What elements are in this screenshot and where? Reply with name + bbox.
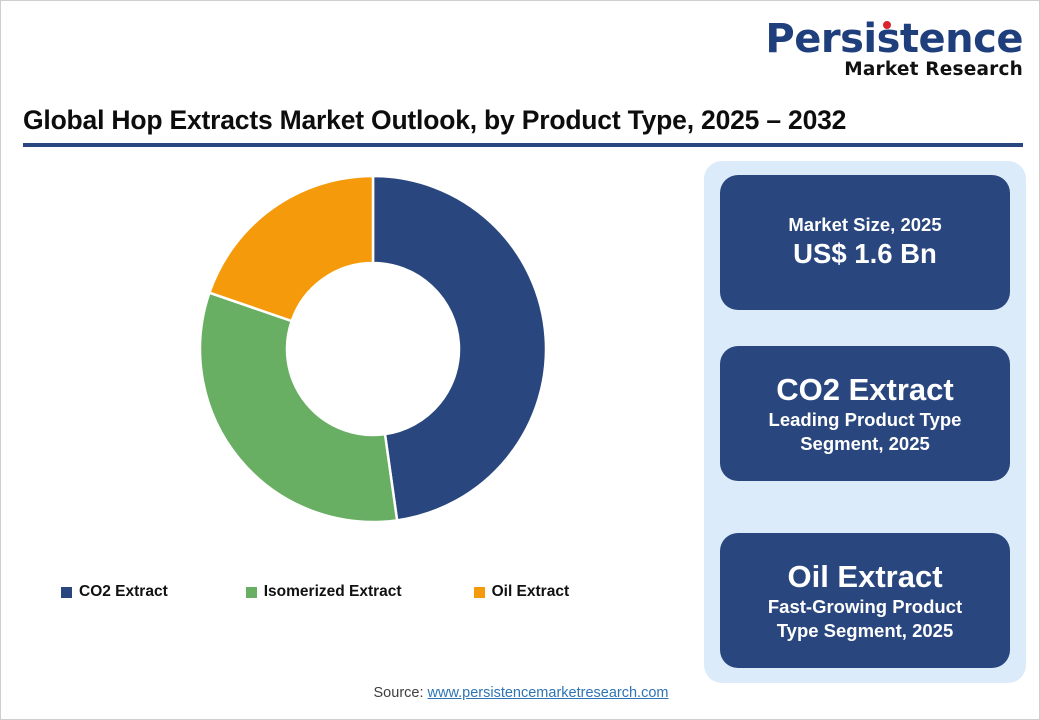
legend-label: CO2 Extract [79,583,168,600]
legend-item-co2-extract: CO2 Extract [61,583,168,601]
kpi-card-label-line2: Type Segment, 2025 [776,620,954,642]
chart-legend: CO2 Extract Isomerized Extract Oil Extra… [61,583,681,601]
title-divider [23,143,1023,147]
donut-chart-svg [198,174,548,524]
logo-brand-label: Persistence [765,16,1023,62]
kpi-panel: Market Size, 2025 US$ 1.6 Bn CO2 Extract… [704,161,1026,683]
company-logo: Persistence Market Research [743,19,1023,80]
donut-slice-isomerized-extract [198,291,399,524]
kpi-card-label-line1: Fast-Growing Product [767,596,963,618]
kpi-card-label-line2: Segment, 2025 [800,433,930,455]
kpi-card-leading-segment: CO2 Extract Leading Product Type Segment… [720,346,1010,481]
logo-dot-icon [883,21,892,29]
donut-slice-oil-extract [207,174,375,323]
source-link[interactable]: www.persistencemarketresearch.com [427,685,669,701]
logo-brand-text: Persistence [765,19,1023,59]
donut-slice-co2-extract [371,174,548,522]
legend-item-oil-extract: Oil Extract [473,583,570,601]
page-title: Global Hop Extracts Market Outlook, by P… [23,105,1023,147]
kpi-card-fast-growing-segment: Oil Extract Fast-Growing Product Type Se… [720,533,1010,668]
kpi-card-value: CO2 Extract [776,371,954,407]
donut-chart [11,151,691,621]
legend-swatch-icon [61,586,72,598]
page-title-text: Global Hop Extracts Market Outlook, by P… [23,105,847,135]
kpi-card-value: Oil Extract [787,558,943,594]
legend-label: Oil Extract [491,583,570,600]
kpi-card-label-line1: Leading Product Type [768,409,962,431]
kpi-card-label: Market Size, 2025 [788,214,942,236]
legend-swatch-icon [245,586,257,598]
source-note: Source: www.persistencemarketresearch.co… [1,685,1039,701]
legend-item-isomerized-extract: Isomerized Extract [245,583,402,601]
kpi-card-market-size: Market Size, 2025 US$ 1.6 Bn [720,175,1010,310]
donut-slice-group [198,174,548,524]
kpi-card-value: US$ 1.6 Bn [793,238,937,270]
source-prefix: Source: [373,685,428,701]
legend-swatch-icon [473,586,485,598]
legend-label: Isomerized Extract [263,583,402,600]
logo-tagline: Market Research [844,59,1023,80]
